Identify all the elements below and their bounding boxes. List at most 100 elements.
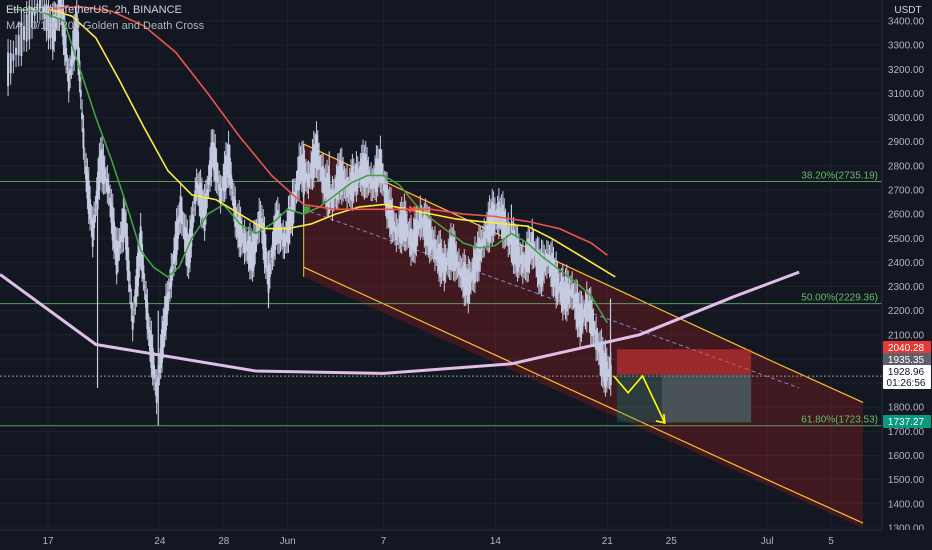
candle-body bbox=[232, 196, 235, 210]
candle-body bbox=[279, 226, 282, 241]
candle-body bbox=[203, 197, 206, 232]
candle-body bbox=[227, 144, 230, 178]
candle-body bbox=[176, 218, 179, 239]
candle-body bbox=[70, 59, 73, 67]
price-axis-panel bbox=[882, 0, 932, 550]
candle-body bbox=[358, 174, 361, 176]
candle-body bbox=[364, 154, 367, 188]
candle-body bbox=[182, 225, 185, 227]
price-tick-label: 2800.00 bbox=[888, 161, 925, 172]
candle-body bbox=[271, 244, 274, 259]
candle-body bbox=[219, 188, 222, 202]
candle-body bbox=[551, 252, 554, 287]
candle-body bbox=[198, 184, 201, 205]
time-axis-panel bbox=[0, 530, 932, 550]
candle-body bbox=[472, 260, 475, 281]
candle-body bbox=[348, 181, 351, 195]
candle-body bbox=[524, 254, 527, 269]
candle-body bbox=[162, 320, 165, 348]
price-tick-label: 2900.00 bbox=[888, 137, 925, 148]
candle-body bbox=[319, 168, 322, 170]
candle-body bbox=[51, 16, 54, 50]
fib-level-label: 50.00%(2229.36) bbox=[801, 293, 878, 304]
candle-body bbox=[459, 268, 462, 276]
candle-body bbox=[394, 226, 397, 233]
candle-body bbox=[511, 234, 514, 255]
candle-body bbox=[300, 154, 303, 182]
candle-body bbox=[149, 330, 152, 351]
channel-mid-dashed bbox=[303, 208, 800, 389]
candle-body bbox=[539, 261, 542, 283]
price-tag-label: 2040.28 bbox=[888, 343, 925, 354]
candle-body bbox=[23, 26, 26, 40]
candle-body bbox=[503, 211, 506, 239]
candle-body bbox=[400, 210, 403, 244]
candle-body bbox=[224, 155, 227, 190]
candle-body bbox=[146, 301, 149, 330]
candle-body bbox=[512, 230, 515, 265]
candle-body bbox=[445, 261, 448, 263]
candle-body bbox=[559, 285, 562, 293]
candle-body bbox=[49, 17, 52, 38]
candle-body bbox=[488, 208, 491, 243]
candle-body bbox=[372, 178, 375, 186]
candle-body bbox=[67, 71, 70, 92]
candle-body bbox=[151, 347, 154, 375]
candle-body bbox=[493, 210, 496, 225]
candle-body bbox=[236, 216, 239, 238]
candle-body bbox=[102, 157, 105, 185]
candle-body bbox=[39, 0, 42, 9]
candle-body bbox=[420, 217, 423, 225]
candle-body bbox=[17, 35, 20, 56]
candle-body bbox=[196, 186, 199, 194]
channel-lower-line bbox=[303, 266, 864, 524]
candle-body bbox=[469, 275, 472, 282]
candle-body bbox=[316, 143, 319, 171]
candle-body bbox=[414, 219, 417, 254]
candle-body bbox=[311, 152, 314, 180]
candle-body bbox=[82, 128, 85, 149]
candle-body bbox=[160, 329, 163, 363]
candle-body bbox=[130, 302, 133, 309]
candle-body bbox=[403, 206, 406, 241]
candle-body bbox=[521, 252, 524, 273]
candle-body bbox=[145, 294, 148, 308]
candle-body bbox=[320, 167, 323, 181]
candle-body bbox=[436, 248, 439, 262]
candle-body bbox=[138, 246, 141, 267]
candle-body bbox=[155, 382, 158, 403]
candle-body bbox=[283, 239, 286, 247]
candle-body bbox=[110, 202, 113, 223]
candle-body bbox=[170, 266, 173, 287]
candle-body bbox=[223, 164, 226, 192]
candle-body bbox=[248, 235, 251, 270]
candle-body bbox=[167, 291, 170, 299]
candle-body bbox=[355, 164, 358, 192]
candle-body bbox=[604, 352, 607, 387]
candle-body bbox=[396, 231, 399, 233]
candle-body bbox=[58, 0, 61, 21]
candle-body bbox=[501, 204, 504, 239]
candle-body bbox=[496, 208, 499, 223]
candle-body bbox=[133, 309, 136, 311]
candle-body bbox=[605, 360, 608, 382]
candle-body bbox=[315, 134, 318, 169]
candle-body bbox=[592, 321, 595, 336]
candle-body bbox=[452, 237, 455, 271]
candles bbox=[7, 0, 612, 426]
candle-body bbox=[453, 244, 456, 272]
candle-body bbox=[243, 232, 246, 254]
candle-body bbox=[282, 233, 285, 247]
candle-body bbox=[547, 254, 550, 261]
candle-body bbox=[517, 246, 520, 267]
candle-body bbox=[388, 199, 391, 227]
candle-body bbox=[359, 166, 362, 180]
price-tag-label: 1935.35 bbox=[888, 355, 925, 366]
candle-body bbox=[565, 277, 568, 312]
candle-body bbox=[451, 240, 454, 261]
candle-body bbox=[398, 223, 401, 237]
candle-body bbox=[85, 166, 88, 180]
candle-body bbox=[336, 166, 339, 201]
price-tick-label: 1800.00 bbox=[888, 403, 925, 414]
